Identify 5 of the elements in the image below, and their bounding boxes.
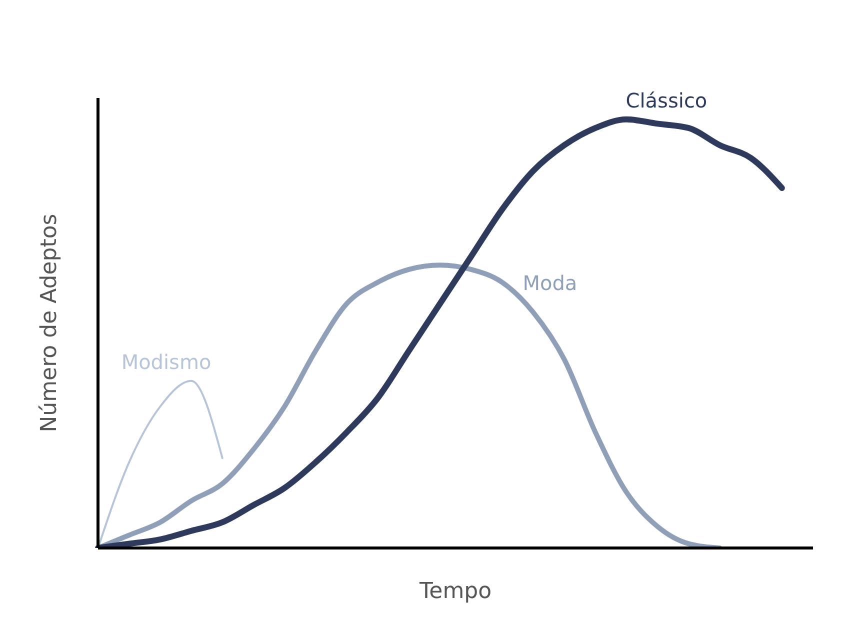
series-label: Clássico <box>626 88 708 112</box>
series-label: Moda <box>522 271 578 296</box>
series-label: Modismo <box>121 350 212 374</box>
x-axis-title: Tempo <box>418 579 492 604</box>
y-axis-title: Número de Adeptos <box>36 214 62 432</box>
